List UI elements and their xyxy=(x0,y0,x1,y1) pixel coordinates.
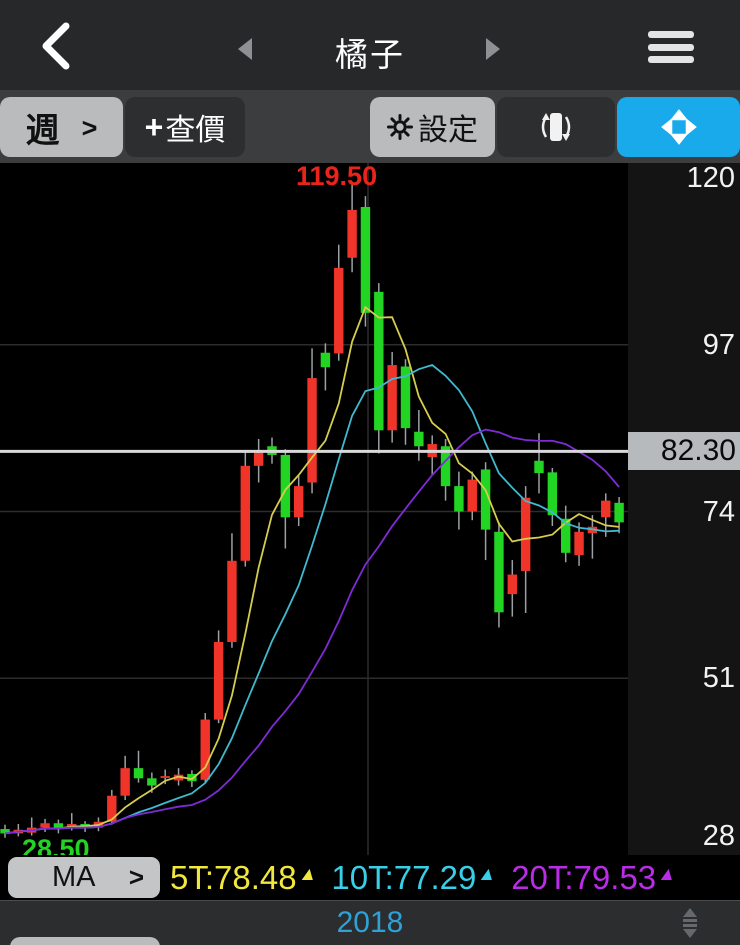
candle-body xyxy=(414,431,424,447)
candle-body xyxy=(387,365,397,431)
candle-body xyxy=(227,560,237,642)
ma-indicator-bar: MA > 5T:78.48▲ 10T:77.29▲ 20T:79.53▲ xyxy=(0,855,740,900)
candle-body xyxy=(440,446,451,487)
ma10-value: 10T:77.29▲ xyxy=(331,858,500,896)
candle-body xyxy=(147,778,157,786)
back-chevron-icon xyxy=(42,22,70,70)
add-quote-label: 查價 xyxy=(165,114,226,147)
candle-body xyxy=(494,531,504,613)
ma-values: 5T:78.48▲ 10T:77.29▲ 20T:79.53▲ xyxy=(170,855,680,900)
candle-body xyxy=(0,829,10,834)
ma5-value: 5T:78.48▲ xyxy=(170,858,320,896)
move-arrows-icon xyxy=(660,109,697,145)
chart-area: 82.30 120 97 74 51 28 119.50 28.50 xyxy=(0,161,740,864)
chevron-right-icon: > xyxy=(128,862,144,892)
candle-body xyxy=(334,267,344,354)
settings-button[interactable]: 設定 xyxy=(370,97,495,157)
candle-body xyxy=(561,518,571,553)
candle-body xyxy=(480,469,491,530)
candle-body xyxy=(294,486,304,518)
y-tick-label: 28 xyxy=(702,820,735,852)
stock-title: 橘子 xyxy=(335,36,405,73)
candle-body xyxy=(160,776,170,778)
candle-body xyxy=(240,465,250,561)
period-label: 週 xyxy=(25,111,60,150)
back-button[interactable] xyxy=(30,18,86,74)
y-tick-label: 51 xyxy=(702,662,735,695)
candle-body xyxy=(507,574,517,595)
rotate-screen-button[interactable] xyxy=(497,97,615,157)
rotate-phone-icon xyxy=(541,113,571,141)
period-button[interactable]: 週 > xyxy=(0,97,123,157)
add-quote-button[interactable]: + 查價 xyxy=(125,97,245,157)
gear-icon xyxy=(387,114,413,140)
prev-stock-icon[interactable] xyxy=(238,38,252,60)
candle-body xyxy=(574,531,584,555)
ma-button-label: MA xyxy=(52,861,96,893)
hamburger-menu-icon[interactable] xyxy=(648,31,694,63)
candle-body xyxy=(53,823,64,829)
candle-body xyxy=(40,823,50,828)
candle-body xyxy=(601,500,611,518)
candle-body xyxy=(374,291,384,431)
current-price-tag: 82.30 xyxy=(628,432,740,471)
y-tick-label: 120 xyxy=(686,162,735,194)
candle-body xyxy=(307,378,317,483)
up-arrow-icon: ▲ xyxy=(476,863,500,885)
zoom-scrubber-icon[interactable] xyxy=(680,905,700,941)
candle-body xyxy=(107,795,117,822)
candle-body xyxy=(534,460,544,474)
time-axis-bar: 2018 xyxy=(0,900,740,945)
partial-button[interactable] xyxy=(10,937,160,945)
candle-body xyxy=(360,207,371,313)
plus-icon: + xyxy=(144,108,164,145)
ma-button[interactable]: MA > xyxy=(8,857,160,898)
candle-body xyxy=(467,479,477,512)
next-stock-icon[interactable] xyxy=(486,38,500,60)
candle-body xyxy=(200,719,210,780)
up-arrow-icon: ▲ xyxy=(296,863,320,885)
chevron-right-icon: > xyxy=(81,112,98,143)
candle-body xyxy=(320,352,331,368)
ma20-value: 20T:79.53▲ xyxy=(511,858,680,896)
year-label: 2018 xyxy=(336,906,404,939)
ma-line-20t xyxy=(4,428,620,835)
price-axis: 82.30 120 97 74 51 28 xyxy=(628,162,740,855)
y-tick-label: 74 xyxy=(702,495,735,528)
navbar: 橘子 xyxy=(0,0,740,90)
candle-body xyxy=(547,472,558,516)
high-price-label: 119.50 xyxy=(296,161,378,191)
candlestick-chart[interactable] xyxy=(0,163,628,855)
y-tick-label: 97 xyxy=(702,328,735,361)
candle-body xyxy=(187,773,197,782)
settings-label: 設定 xyxy=(418,114,478,147)
ma-line-5t xyxy=(4,305,620,835)
up-arrow-icon: ▲ xyxy=(655,863,680,885)
candle-body xyxy=(347,209,357,258)
candle-body xyxy=(253,450,264,466)
candle-body xyxy=(133,768,144,779)
candle-body xyxy=(520,497,531,571)
candle-body xyxy=(213,642,224,720)
toolbar: 週 > + 查價 設定 xyxy=(0,90,740,163)
fullscreen-move-button[interactable] xyxy=(617,97,740,157)
candle-body xyxy=(173,774,184,781)
candle-body xyxy=(280,454,291,518)
candle-body xyxy=(120,768,130,796)
candle-body xyxy=(454,486,464,512)
candle-body xyxy=(614,502,624,523)
candle-body xyxy=(400,366,411,429)
